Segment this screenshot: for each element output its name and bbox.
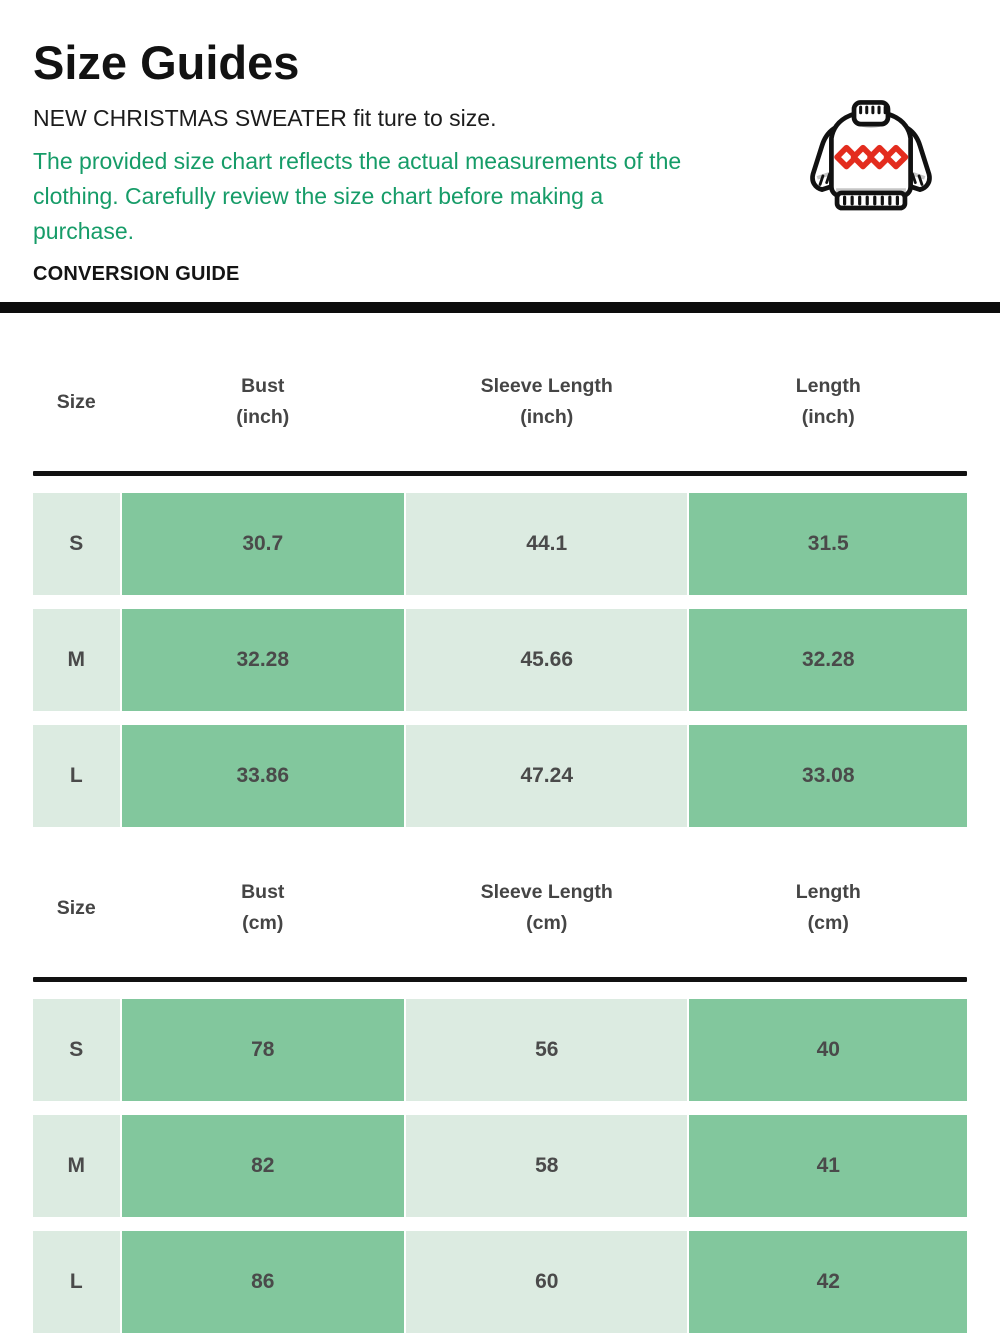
- christmas-sweater-icon: [810, 100, 932, 211]
- size-label-cell: S: [33, 999, 120, 1102]
- measurement-note: The provided size chart reflects the act…: [33, 148, 682, 245]
- table-header-rule: [33, 471, 967, 477]
- bust-value-cell: 78: [121, 999, 404, 1102]
- page-header: Size Guides NEW CHRISTMAS SWEATER fit tu…: [0, 0, 1000, 286]
- bust-value-cell: 82: [121, 1115, 404, 1218]
- column-header-unit: (cm): [526, 912, 568, 935]
- size-table-cm: Size Bust (cm) Sleeve Length (cm) Length…: [33, 827, 967, 1333]
- size-row-s: S 78 56 40: [33, 999, 967, 1102]
- tables-area: Size Bust (inch) Sleeve Length (inch) Le…: [0, 313, 1000, 1333]
- column-header-label: Length: [795, 375, 861, 398]
- size-table-inch: Size Bust (inch) Sleeve Length (inch) Le…: [33, 313, 967, 828]
- column-header-size: Size: [33, 387, 120, 418]
- page-title: Size Guides: [33, 36, 300, 89]
- column-header-sleeve-length: Sleeve Length (inch): [406, 371, 687, 433]
- size-row-m: M 32.28 45.66 32.28: [33, 609, 967, 712]
- column-header-label: Sleeve Length: [480, 881, 613, 904]
- conversion-guide-label: CONVERSION GUIDE: [33, 263, 240, 286]
- length-value-cell: 31.5: [689, 493, 967, 596]
- column-header-unit: (inch): [236, 406, 290, 429]
- column-header-label: Bust: [241, 375, 285, 398]
- column-header-label: Size: [56, 390, 96, 413]
- sleeve-value-cell: 47.24: [406, 725, 688, 828]
- length-value-cell: 32.28: [689, 609, 967, 712]
- column-header-bust: Bust (cm): [122, 877, 404, 939]
- bust-value-cell: 86: [121, 1231, 404, 1333]
- bust-value-cell: 33.86: [121, 725, 404, 828]
- size-label-cell: S: [33, 493, 120, 596]
- column-header-label: Length: [795, 881, 861, 904]
- size-label-cell: M: [33, 609, 120, 712]
- size-label-cell: L: [33, 725, 120, 828]
- length-value-cell: 33.08: [689, 725, 967, 828]
- sleeve-value-cell: 58: [406, 1115, 688, 1218]
- top-divider-bar: [0, 302, 1000, 314]
- column-header-unit: (inch): [801, 406, 855, 429]
- length-value-cell: 41: [689, 1115, 967, 1218]
- table-inch-header-row: Size Bust (inch) Sleeve Length (inch) Le…: [33, 313, 967, 471]
- size-row-l: L 86 60 42: [33, 1231, 967, 1333]
- column-header-unit: (cm): [242, 912, 284, 935]
- sleeve-value-cell: 56: [406, 999, 688, 1102]
- column-header-label: Size: [56, 896, 96, 919]
- column-header-unit: (inch): [520, 406, 574, 429]
- sleeve-value-cell: 45.66: [406, 609, 688, 712]
- column-header-length: Length (inch): [689, 371, 967, 433]
- column-header-size: Size: [33, 893, 120, 924]
- size-row-l: L 33.86 47.24 33.08: [33, 725, 967, 828]
- size-row-s: S 30.7 44.1 31.5: [33, 493, 967, 596]
- sleeve-value-cell: 60: [406, 1231, 688, 1333]
- size-label-cell: L: [33, 1231, 120, 1333]
- column-header-sleeve-length: Sleeve Length (cm): [406, 877, 687, 939]
- fit-subtitle: NEW CHRISTMAS SWEATER fit ture to size.: [33, 105, 497, 132]
- column-header-label: Sleeve Length: [480, 375, 613, 398]
- bust-value-cell: 32.28: [121, 609, 404, 712]
- size-row-m: M 82 58 41: [33, 1115, 967, 1218]
- table-cm-header-row: Size Bust (cm) Sleeve Length (cm) Length…: [33, 827, 967, 977]
- column-header-length: Length (cm): [689, 877, 967, 939]
- length-value-cell: 40: [689, 999, 967, 1102]
- size-label-cell: M: [33, 1115, 120, 1218]
- table-header-rule: [33, 977, 967, 983]
- sleeve-value-cell: 44.1: [406, 493, 688, 596]
- length-value-cell: 42: [689, 1231, 967, 1333]
- column-header-label: Bust: [241, 881, 285, 904]
- column-header-bust: Bust (inch): [122, 371, 404, 433]
- column-header-unit: (cm): [807, 912, 849, 935]
- bust-value-cell: 30.7: [121, 493, 404, 596]
